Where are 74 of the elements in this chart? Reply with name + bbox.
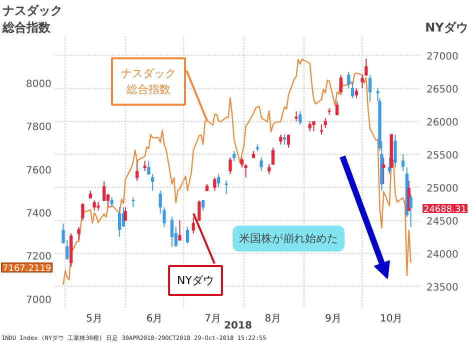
candlestick (368, 74, 372, 102)
x-tick-label: 5月 (86, 314, 103, 324)
candlestick (294, 110, 298, 122)
candlestick (335, 101, 339, 116)
y-tick-label: 7400 (26, 208, 52, 220)
candlestick (201, 200, 205, 211)
candlestick (312, 120, 316, 132)
candlestick (92, 200, 96, 211)
candlestick (271, 147, 275, 165)
y2-tick-label: 26000 (426, 117, 458, 128)
candlestick (382, 157, 386, 185)
text: 7167.2119 (2, 264, 52, 274)
candlestick (192, 216, 195, 234)
x-tick-label: 10月 (380, 314, 403, 324)
x-tick-label: 7月 (204, 314, 221, 324)
candlestick (347, 71, 350, 89)
y2-tick-label: 25000 (426, 183, 458, 194)
candlestick (354, 88, 358, 99)
candlestick (232, 150, 236, 162)
candlestick (143, 160, 146, 172)
candlestick (147, 160, 150, 175)
candlestick (198, 200, 201, 221)
candlestick (135, 160, 139, 182)
candlestick (286, 134, 290, 148)
candlestick (240, 157, 244, 168)
candlestick (81, 202, 84, 221)
y-tick-label: 8000 (26, 78, 52, 90)
candlestick (213, 176, 216, 192)
y2-tick-label: 26500 (426, 84, 458, 96)
text: 24688.31 (424, 205, 466, 215)
y2-tick-label: 25500 (426, 150, 458, 162)
y-tick-label: 7200 (26, 252, 52, 263)
candlestick (339, 74, 342, 96)
y2-tick-label: 24000 (426, 249, 458, 260)
candlestick (401, 154, 405, 172)
candlestick (77, 226, 80, 241)
candlestick (102, 180, 106, 202)
candlestick (308, 120, 312, 132)
x-axis-title: 2018 (224, 320, 252, 332)
candlestick (224, 180, 228, 194)
candlestick (124, 206, 127, 221)
candlestick (118, 206, 122, 238)
text: NYダウ (177, 274, 214, 287)
candlestick (394, 134, 397, 168)
candlestick (170, 216, 174, 248)
candlestick (217, 174, 220, 188)
candlestick (283, 134, 286, 145)
y-tick-label: 7800 (26, 122, 52, 134)
x-tick-label: 8月 (264, 314, 282, 324)
candlestick (388, 157, 392, 175)
y-tick-label: 7000 (26, 294, 52, 306)
candlestick (110, 196, 114, 208)
y-tick-label: 7600 (26, 165, 52, 176)
candlestick (279, 134, 282, 145)
y2-tick-label: 23500 (426, 282, 458, 294)
candlestick (267, 164, 271, 175)
y2-tick-label: 27000 (426, 51, 458, 62)
candlestick (178, 220, 182, 241)
candlestick (151, 174, 154, 192)
candlestick (132, 196, 135, 208)
candlestick (298, 110, 302, 126)
candlestick (228, 157, 232, 175)
line-series (62, 58, 412, 286)
candlestick (186, 226, 190, 244)
text: ナスダック総合指数 (121, 67, 176, 96)
x-tick-label: 6月 (146, 314, 163, 324)
candlestick (350, 81, 354, 99)
candlestick (260, 157, 263, 172)
y2-tick-label: 24500 (426, 216, 458, 228)
y-axis-title: ナスダック総合指数 (2, 4, 62, 34)
y2-axis-title: NYダウ (425, 20, 468, 34)
x-tick-label: 9月 (324, 314, 342, 324)
candlestick (324, 118, 327, 128)
annotation: 米国株が崩れ始めた (239, 232, 338, 245)
